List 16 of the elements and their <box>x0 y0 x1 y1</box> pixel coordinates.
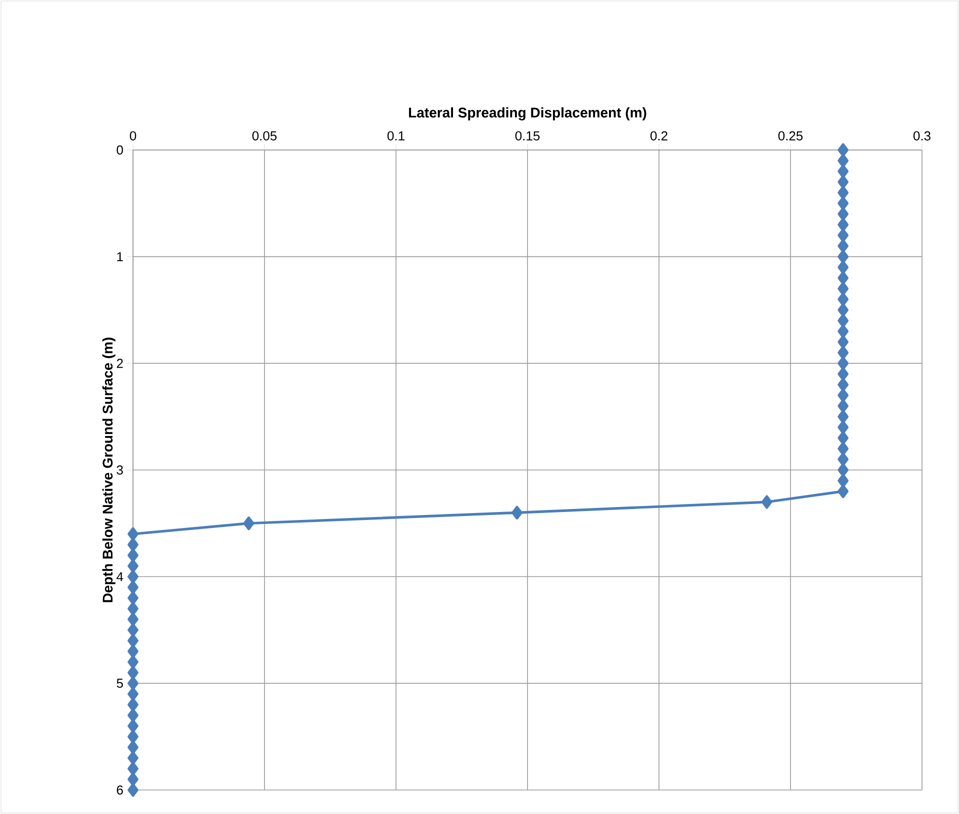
y-tick-label: 6 <box>116 785 123 795</box>
x-tick-label: 0.05 <box>252 131 277 140</box>
y-tick-label: 2 <box>116 358 123 368</box>
x-tick-label: 0.15 <box>515 131 540 140</box>
y-tick-label: 5 <box>116 678 123 688</box>
x-tick-label: 0 <box>130 131 136 140</box>
x-tick-label: 0.1 <box>387 131 404 140</box>
y-tick-label: 4 <box>116 572 124 582</box>
y-tick-label: 3 <box>116 465 123 475</box>
y-axis-title: Depth Below Native Ground Surface (m) <box>102 338 116 602</box>
y-tick-label: 1 <box>117 252 123 262</box>
x-tick-label: 0.25 <box>778 131 803 140</box>
x-tick-label: 0.2 <box>650 131 668 140</box>
x-tick-label: 0.3 <box>913 131 930 140</box>
y-tick-label: 0 <box>116 145 123 155</box>
x-axis-title: Lateral Spreading Displacement (m) <box>409 107 646 120</box>
